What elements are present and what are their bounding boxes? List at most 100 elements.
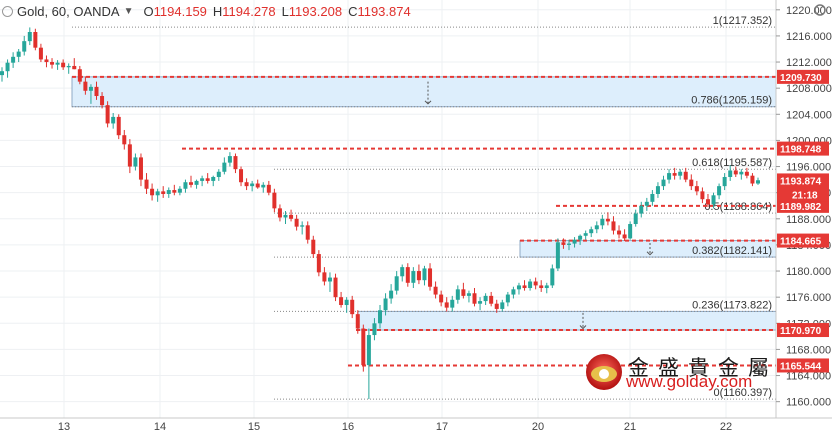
candle-body <box>711 195 716 205</box>
candle-body <box>528 281 533 289</box>
candle-body <box>605 218 610 222</box>
candle-body <box>567 243 571 245</box>
candle-body <box>667 173 672 180</box>
time-tick-label: 15 <box>248 421 260 433</box>
candle-body <box>489 295 494 304</box>
candle-body <box>416 271 421 281</box>
candle-body <box>750 175 755 184</box>
candle-body <box>466 293 471 296</box>
candle-body <box>756 180 760 184</box>
candle-body <box>450 299 455 308</box>
price-tick-label: 1188.000 <box>786 214 831 226</box>
candle-body <box>650 193 655 202</box>
candle-body <box>717 186 722 196</box>
candle-body <box>550 268 555 286</box>
symbol-icon <box>2 5 13 17</box>
candle-body <box>728 170 733 177</box>
candle-body <box>311 239 316 255</box>
level-price-tag-label: 1184.665 <box>780 237 822 248</box>
candle-body <box>61 62 66 68</box>
candle-body <box>94 86 99 97</box>
candle-body <box>322 272 327 282</box>
candle-body <box>672 173 677 176</box>
candle-body <box>55 62 60 65</box>
candle-body <box>461 289 466 296</box>
high-value: H1194.278 <box>212 3 276 19</box>
candle-body <box>266 184 271 193</box>
candle-body <box>428 268 433 287</box>
gear-icon[interactable] <box>814 4 826 16</box>
candle-body <box>50 62 55 65</box>
candle-body <box>422 268 427 281</box>
price-tick-label: 1220.000 <box>786 5 832 17</box>
candle-body <box>16 51 21 57</box>
candle-body <box>378 310 382 324</box>
time-tick-label: 13 <box>58 421 70 433</box>
candle-body <box>472 293 477 304</box>
candle-body <box>289 214 294 219</box>
candle-body <box>600 218 605 226</box>
symbol-title[interactable]: Gold, 60, OANDA <box>17 3 120 19</box>
time-tick-label: 20 <box>532 421 544 433</box>
close-value: C1193.874 <box>348 3 411 19</box>
candle-body <box>133 157 138 167</box>
candle-body <box>617 230 622 235</box>
candle-body <box>244 182 249 187</box>
horizontal-levels-layer <box>72 75 776 367</box>
candle-body <box>539 285 544 289</box>
candle-body <box>678 171 683 176</box>
candle-body <box>222 162 227 172</box>
fib-level-label: 1(1217.352) <box>713 15 772 27</box>
fib-level-label: 0.236(1173.822) <box>692 299 772 311</box>
chevron-down-icon[interactable]: ▼ <box>123 5 134 17</box>
candle-body <box>628 224 633 239</box>
candle-body <box>166 190 171 194</box>
time-tick-label: 16 <box>342 421 354 433</box>
arrow-head-icon <box>646 251 654 256</box>
candles-layer <box>0 27 760 400</box>
candle-body <box>583 233 588 236</box>
candle-body <box>744 171 749 176</box>
candle-body <box>44 59 49 63</box>
time-tick-label: 14 <box>154 421 166 433</box>
time-axis: 13 14 15 16 17 20 21 22 <box>0 417 832 433</box>
candle-body <box>433 286 438 295</box>
candle-body <box>611 221 616 231</box>
candle-body <box>294 218 299 227</box>
arrow-head-icon <box>424 100 432 105</box>
candle-body <box>544 285 549 289</box>
candle-body <box>5 62 10 72</box>
candle-body <box>111 116 116 124</box>
time-tick-label: 21 <box>624 421 636 433</box>
candle-body <box>494 303 499 309</box>
price-tick-label: 1196.000 <box>786 162 831 174</box>
candle-body <box>38 47 43 60</box>
candle-body <box>122 135 127 145</box>
price-tick-label: 1208.000 <box>786 83 832 95</box>
candle-body <box>77 69 82 82</box>
candle-body <box>300 225 305 227</box>
watermark-chinese: 金盛貴金屬 <box>628 356 778 380</box>
candle-body <box>533 281 538 286</box>
time-tick-label: 22 <box>720 421 732 433</box>
candle-body <box>655 186 660 194</box>
watermark-url: www.golday.com <box>626 372 753 391</box>
chart-header: Gold, 60, OANDA ▼ O1194.159 H1194.278 L1… <box>0 0 500 22</box>
level-price-tag <box>777 198 829 213</box>
candle-body <box>0 71 4 76</box>
level-price-tag-label: 1189.982 <box>780 202 822 213</box>
candle-body <box>150 188 155 196</box>
candle-body <box>389 290 394 299</box>
candle-body <box>361 328 366 366</box>
candle-body <box>394 276 399 291</box>
candle-body <box>27 32 32 42</box>
candle-body <box>483 295 488 302</box>
candle-body <box>439 294 444 303</box>
candle-body <box>555 242 560 269</box>
candle-body <box>594 225 599 230</box>
candle-body <box>33 32 38 48</box>
level-price-tag <box>777 358 829 373</box>
candle-body <box>155 191 160 196</box>
candle-body <box>511 289 516 295</box>
